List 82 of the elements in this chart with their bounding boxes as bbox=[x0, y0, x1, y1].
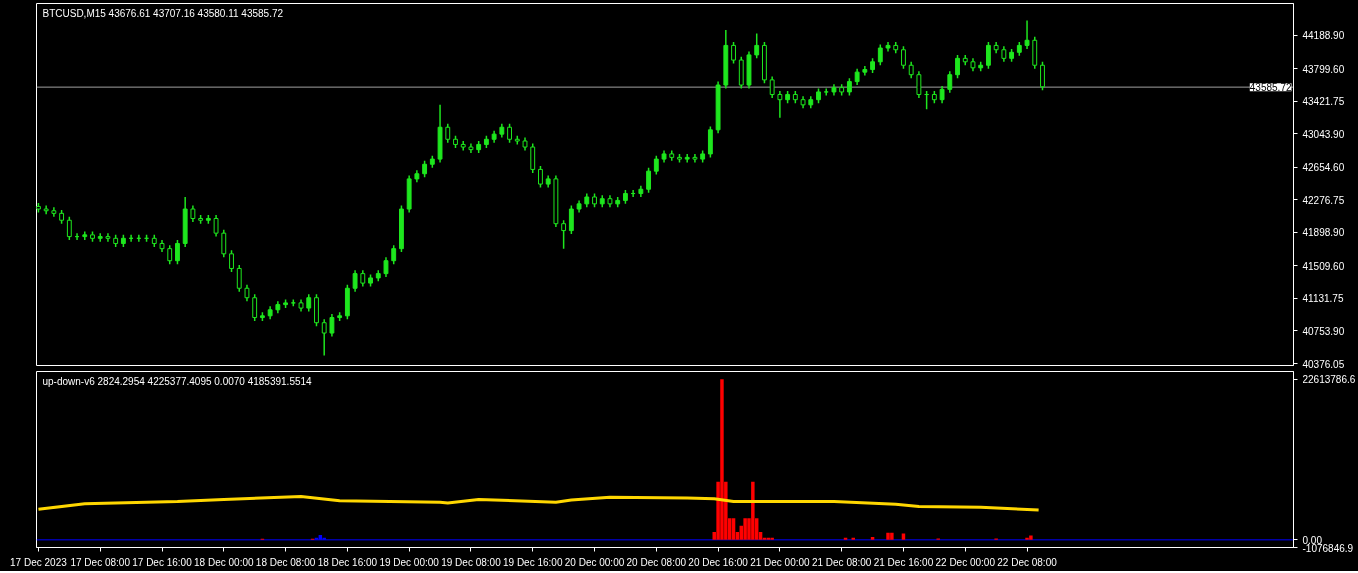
x-tick-label: 17 Dec 08:00 bbox=[70, 556, 131, 568]
bar bbox=[720, 379, 724, 540]
y-tick-label: 44188.90 bbox=[1302, 30, 1345, 42]
candlestick bbox=[877, 43, 883, 66]
candlestick bbox=[684, 153, 690, 164]
candlestick bbox=[823, 87, 829, 97]
x-tick-label: 18 Dec 08:00 bbox=[255, 556, 316, 568]
candlestick bbox=[947, 70, 953, 94]
line-series bbox=[36, 495, 1041, 512]
candlestick bbox=[646, 166, 652, 194]
candlestick bbox=[769, 75, 775, 99]
candlestick bbox=[213, 214, 219, 238]
x-tick-label: 19 Dec 08:00 bbox=[441, 556, 502, 568]
candlestick bbox=[568, 204, 574, 235]
x-tick-label: 19 Dec 00:00 bbox=[379, 556, 440, 568]
x-tick-label: 20 Dec 00:00 bbox=[564, 556, 625, 568]
y-tick-label: 42276.75 bbox=[1302, 194, 1345, 206]
bar bbox=[901, 533, 906, 540]
candlestick bbox=[221, 228, 227, 259]
candlestick bbox=[383, 256, 389, 278]
candlestick bbox=[352, 269, 358, 293]
candlestick bbox=[321, 318, 327, 357]
candlestick bbox=[391, 244, 397, 265]
candlestick bbox=[105, 232, 111, 243]
x-tick-label: 18 Dec 16:00 bbox=[317, 556, 378, 568]
x-tick-label: 21 Dec 16:00 bbox=[873, 556, 934, 568]
x-tick-label: 17 Dec 16:00 bbox=[132, 556, 193, 568]
bar bbox=[1029, 535, 1033, 540]
candlestick bbox=[731, 41, 736, 65]
x-tick-label: 18 Dec 00:00 bbox=[194, 556, 254, 568]
candlestick bbox=[692, 153, 698, 164]
x-tick-label: 17 Dec 2023 bbox=[10, 556, 68, 568]
y-tick-label: 22613786.6 bbox=[1302, 374, 1356, 386]
ref-line-label: 43585.72 bbox=[1249, 82, 1292, 94]
y-tick-label: 41131.75 bbox=[1302, 293, 1344, 305]
chart-title: up-down-v6 2824.2954 4225377.4095 0.0070 4185391.5514 bbox=[42, 375, 313, 387]
candlestick bbox=[229, 249, 234, 273]
candlestick bbox=[901, 45, 906, 70]
candlestick bbox=[985, 41, 991, 70]
bar bbox=[886, 532, 890, 540]
bar bbox=[1025, 537, 1029, 540]
candlestick bbox=[754, 32, 760, 60]
y-tick-label: 40376.05 bbox=[1302, 358, 1345, 370]
x-tick-label: 22 Dec 08:00 bbox=[997, 556, 1058, 568]
candlestick bbox=[252, 293, 258, 322]
candlestick bbox=[445, 123, 451, 144]
bar bbox=[890, 532, 894, 540]
candlestick bbox=[538, 165, 543, 189]
y-tick-label: 43421.75 bbox=[1302, 96, 1345, 108]
candlestick bbox=[236, 264, 242, 293]
x-tick-label: 20 Dec 08:00 bbox=[626, 556, 687, 568]
y-tick-label: 43043.90 bbox=[1302, 128, 1345, 140]
bar bbox=[751, 481, 755, 540]
x-tick-label: 19 Dec 16:00 bbox=[502, 556, 563, 568]
candlestick bbox=[1040, 61, 1045, 91]
y-tick-label: 41509.60 bbox=[1302, 260, 1345, 272]
candlestick bbox=[167, 244, 173, 265]
candlestick bbox=[561, 219, 567, 250]
candlestick bbox=[955, 54, 960, 79]
y-tick-label: 42654.60 bbox=[1302, 162, 1345, 174]
candlestick bbox=[97, 232, 103, 243]
candlestick bbox=[1024, 19, 1030, 50]
chart-title: BTCUSD,M15 43676.61 43707.16 43580.11 43585.72 bbox=[42, 7, 284, 19]
y-tick-label: 40753.90 bbox=[1302, 325, 1345, 337]
x-tick-label: 22 Dec 00:00 bbox=[935, 556, 996, 568]
candlestick bbox=[507, 123, 512, 144]
candlestick bbox=[653, 154, 659, 176]
y-tick-label: 41898.90 bbox=[1302, 227, 1345, 239]
candlestick bbox=[777, 90, 783, 119]
candlestick bbox=[66, 216, 72, 241]
x-tick-label: 20 Dec 16:00 bbox=[688, 556, 749, 568]
x-tick-label: 21 Dec 08:00 bbox=[811, 556, 872, 568]
candlestick bbox=[329, 313, 335, 338]
x-tick-label: 21 Dec 00:00 bbox=[750, 556, 811, 568]
bar bbox=[870, 537, 875, 540]
candlestick bbox=[82, 230, 88, 241]
bar bbox=[743, 518, 747, 540]
bar bbox=[770, 537, 774, 540]
candlestick bbox=[916, 70, 922, 99]
y-tick-label: 43799.60 bbox=[1302, 63, 1345, 75]
candlestick bbox=[175, 239, 180, 265]
candlestick bbox=[530, 142, 536, 174]
